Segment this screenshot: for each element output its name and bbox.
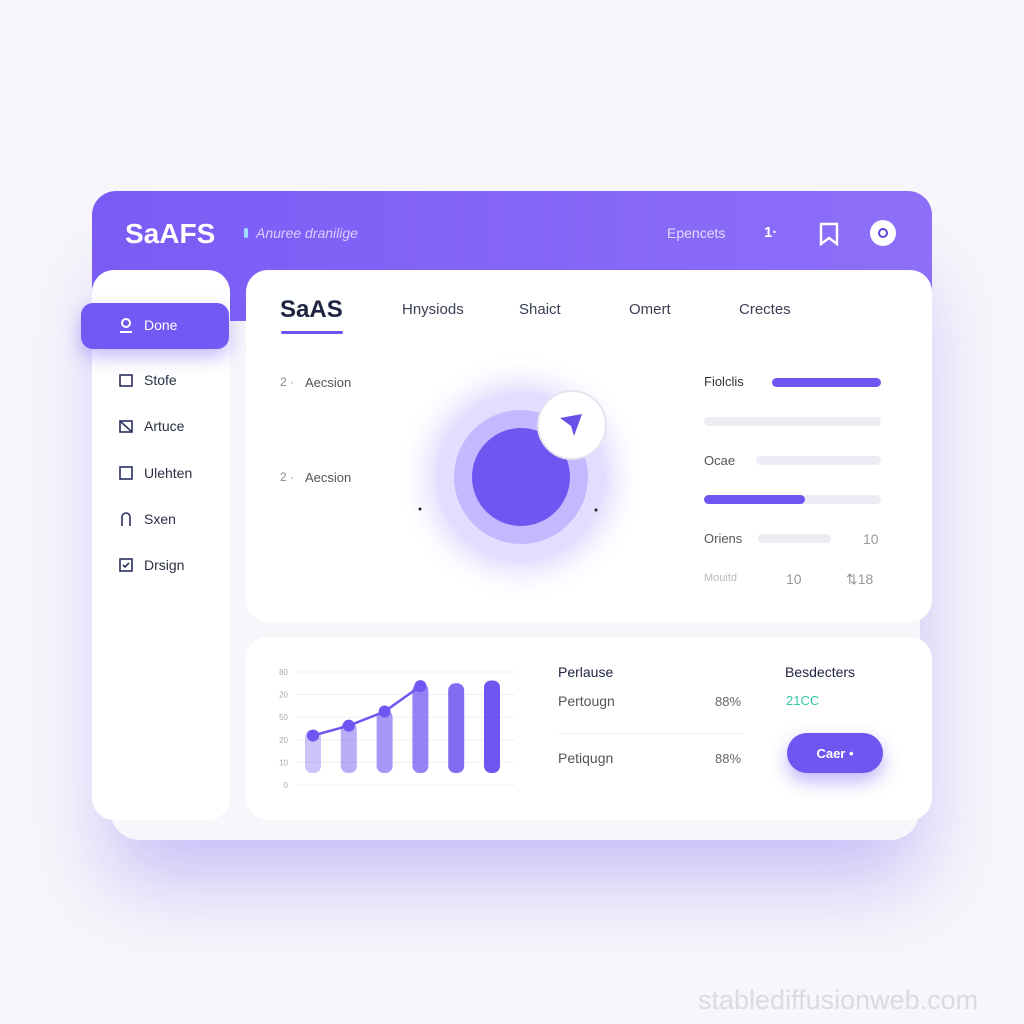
bottom-panel bbox=[246, 637, 932, 820]
summary-title: Besdecters bbox=[785, 664, 856, 680]
tab[interactable]: Omert bbox=[629, 301, 671, 318]
bar bbox=[448, 683, 465, 773]
sidebar bbox=[92, 270, 230, 820]
stat-label: Oriens bbox=[704, 531, 743, 546]
button-label: Caer • bbox=[816, 745, 854, 761]
progress-bar bbox=[772, 378, 881, 387]
y-axis-label: 20 bbox=[279, 691, 288, 700]
nav-item[interactable]: Drsign bbox=[118, 557, 184, 573]
sidebar-active bbox=[81, 303, 229, 349]
header-link[interactable]: Epencets bbox=[667, 225, 726, 241]
tab[interactable]: Hnysiods bbox=[402, 301, 464, 318]
trend-point bbox=[414, 680, 427, 693]
nav-label: Ulehten bbox=[144, 465, 193, 481]
action-button[interactable]: Caer • bbox=[787, 733, 883, 773]
bar bbox=[376, 710, 393, 773]
mini-chart: 80 20 50 20 10 0 bbox=[279, 668, 515, 790]
tab[interactable]: Crectes bbox=[739, 301, 791, 318]
stat-label: Fiolclis bbox=[704, 374, 744, 389]
app-title: SaAFS bbox=[125, 218, 216, 249]
section-title: Perlause bbox=[558, 664, 614, 680]
stat-extra: ⇅18 bbox=[846, 571, 874, 587]
row-value: 88% bbox=[715, 751, 742, 766]
item-index: 2 · bbox=[280, 375, 295, 389]
bar bbox=[340, 721, 357, 773]
orb-graphic bbox=[396, 352, 646, 602]
row-label: Pertougn bbox=[558, 693, 615, 709]
trend-point bbox=[342, 719, 355, 732]
stat-value: 10 bbox=[786, 571, 802, 587]
nav-item[interactable]: Done bbox=[118, 317, 177, 333]
nav-label: Artuce bbox=[144, 418, 185, 434]
row-divider bbox=[558, 733, 744, 734]
summary-value: 21CC bbox=[786, 693, 820, 708]
y-axis-label: 80 bbox=[279, 668, 288, 677]
row-label: Petiqugn bbox=[558, 750, 614, 766]
y-axis-label: 10 bbox=[279, 758, 288, 767]
stat-value: 10 bbox=[863, 531, 879, 547]
y-axis-label: 50 bbox=[279, 713, 288, 722]
trend-point bbox=[378, 705, 391, 718]
bookmark-icon[interactable] bbox=[818, 222, 840, 246]
nav-label: Sxen bbox=[144, 511, 176, 527]
tab[interactable]: Shaict bbox=[519, 301, 561, 318]
item-label: Aecsion bbox=[305, 470, 352, 485]
tab-underline bbox=[281, 331, 343, 334]
stat-label: Ocae bbox=[704, 453, 736, 468]
nav-label: Drsign bbox=[144, 557, 185, 573]
item-index: 2 · bbox=[280, 470, 295, 484]
nav-item[interactable]: Sxen bbox=[118, 511, 176, 527]
profile-button[interactable] bbox=[870, 220, 896, 246]
bar bbox=[484, 680, 500, 773]
trend-line bbox=[312, 685, 422, 737]
header-subtitle: Anuree dranilige bbox=[256, 225, 358, 241]
progress-bar bbox=[704, 495, 805, 504]
trend-point bbox=[307, 729, 319, 742]
y-axis-label: 20 bbox=[279, 736, 288, 745]
nav-label: Done bbox=[144, 317, 178, 333]
bar bbox=[305, 729, 321, 773]
y-axis-label: 0 bbox=[284, 781, 289, 790]
progress-track bbox=[756, 456, 881, 465]
watermark: stablediffusionweb.com bbox=[698, 985, 979, 1015]
stat-label: Mouitd bbox=[704, 572, 738, 584]
progress-track bbox=[758, 534, 831, 543]
subtitle-dot bbox=[244, 228, 248, 238]
nav-item[interactable]: Stofe bbox=[118, 372, 177, 388]
bar bbox=[412, 683, 429, 773]
header-badge[interactable]: 1· bbox=[764, 224, 778, 241]
progress-track bbox=[704, 417, 881, 426]
nav-item[interactable]: Artuce bbox=[118, 418, 184, 434]
row-value: 88% bbox=[715, 694, 742, 709]
tab-active[interactable]: SaAS bbox=[280, 296, 343, 323]
nav-item[interactable]: Ulehten bbox=[118, 465, 192, 481]
item-label: Aecsion bbox=[305, 375, 352, 390]
nav-label: Stofe bbox=[144, 372, 177, 388]
